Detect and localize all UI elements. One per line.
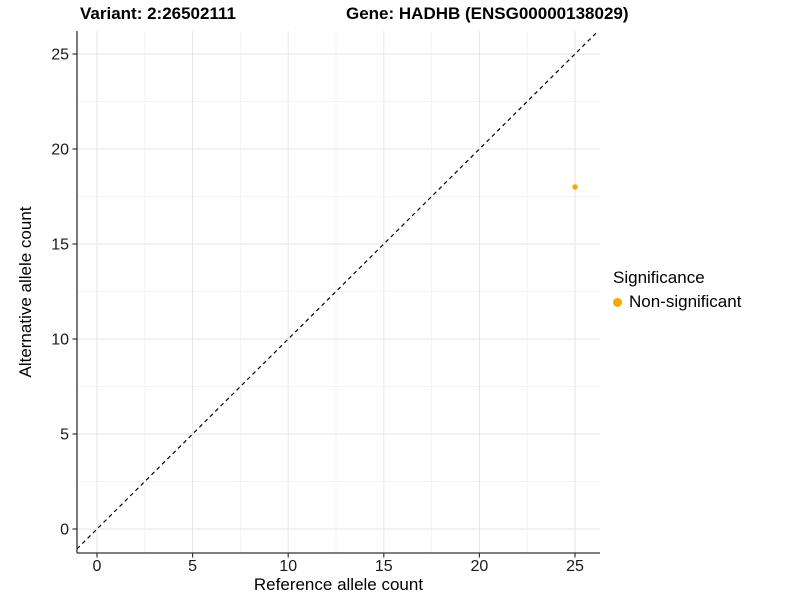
y-tick-label: 5 [60, 427, 69, 444]
x-tick-label: 25 [566, 558, 584, 575]
x-axis-label: Reference allele count [253, 575, 424, 594]
plot-title-gene: Gene: HADHB (ENSG00000138029) [346, 4, 629, 23]
y-tick-label: 20 [51, 142, 69, 159]
identity-dashed-line [76, 30, 599, 550]
y-tick-label: 15 [51, 237, 69, 254]
y-tick-label: 25 [51, 47, 69, 64]
legend-point-icon [613, 297, 622, 307]
x-tick-label: 10 [279, 558, 297, 575]
legend: Significance Non-significant [613, 268, 741, 312]
x-tick-label: 0 [93, 558, 102, 575]
legend-item-label: Non-significant [629, 292, 742, 311]
legend-item: Non-significant [613, 292, 741, 312]
y-tick-label: 10 [51, 332, 69, 349]
x-tick-label: 5 [188, 558, 197, 575]
data-point [572, 184, 578, 190]
y-tick-label: 0 [60, 522, 69, 539]
y-axis-label: Alternative allele count [16, 206, 35, 378]
legend-title: Significance [613, 268, 705, 287]
x-tick-label: 20 [471, 558, 489, 575]
plot-title-variant: Variant: 2:26502111 [80, 4, 236, 23]
x-tick-label: 15 [375, 558, 393, 575]
